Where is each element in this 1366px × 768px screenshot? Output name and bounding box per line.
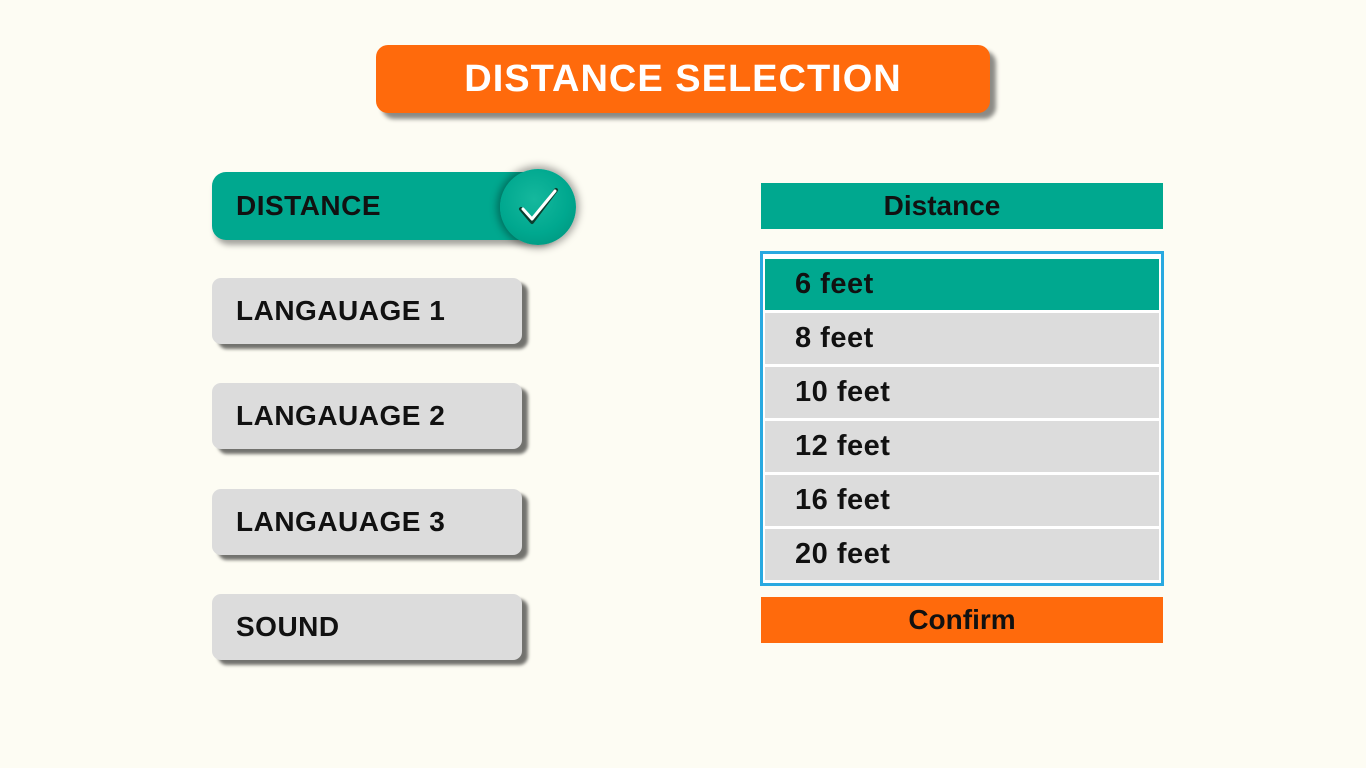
menu-item-label: DISTANCE [236,190,382,221]
menu-item-label: LANGAUAGE 1 [236,295,446,326]
option-label: 10 feet [795,376,891,408]
distance-option-12-feet[interactable]: 12 feet [765,421,1159,472]
page-title-banner: DISTANCE SELECTION [376,45,990,113]
confirm-button[interactable]: Confirm [761,597,1163,643]
page-title: DISTANCE SELECTION [464,57,902,100]
option-label: 20 feet [795,538,891,570]
menu-item-label: LANGAUAGE 2 [236,400,446,431]
option-label: 12 feet [795,430,891,462]
menu-item-sound[interactable]: SOUND [212,594,522,660]
distance-option-8-feet[interactable]: 8 feet [765,313,1159,364]
menu-item-distance[interactable]: DISTANCE [212,169,576,245]
distance-option-20-feet[interactable]: 20 feet [765,529,1159,580]
distance-option-6-feet[interactable]: 6 feet [765,259,1159,310]
menu-item-label: SOUND [236,611,340,642]
distance-panel-header: Distance [761,183,1163,229]
menu-item-language-1[interactable]: LANGAUAGE 1 [212,278,522,344]
menu-item-label: LANGAUAGE 3 [236,506,446,537]
option-label: 16 feet [795,484,891,516]
checkmark-icon [500,169,576,245]
distance-panel-title: Distance [883,190,1001,221]
menu-item-language-3[interactable]: LANGAUAGE 3 [212,489,522,555]
distance-option-10-feet[interactable]: 10 feet [765,367,1159,418]
distance-option-list: 6 feet 8 feet 10 feet 12 feet 16 feet 20… [760,251,1164,586]
menu-item-language-2[interactable]: LANGAUAGE 2 [212,383,522,449]
confirm-button-label: Confirm [908,604,1016,635]
distance-option-16-feet[interactable]: 16 feet [765,475,1159,526]
option-label: 8 feet [795,322,874,354]
option-label: 6 feet [795,268,874,300]
